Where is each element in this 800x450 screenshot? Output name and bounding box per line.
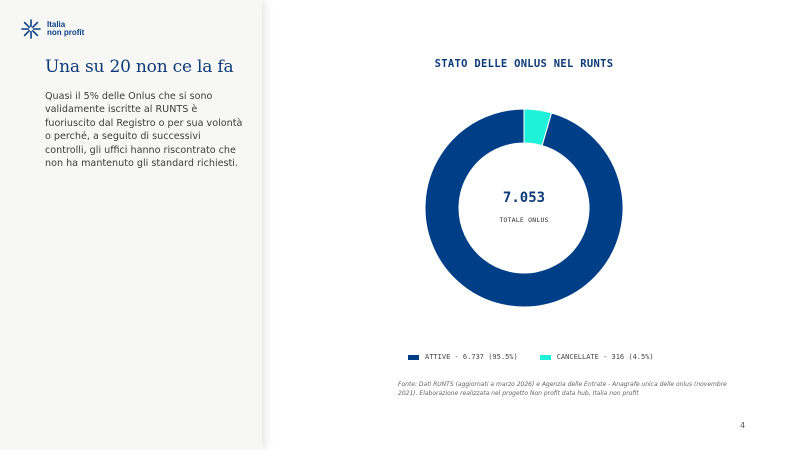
legend-label-attive: ATTIVE - 6.737 (95.5%) [425, 353, 518, 361]
legend-swatch-cancellate [539, 354, 551, 360]
chart-title: STATO DELLE ONLUS NEL RUNTS [434, 58, 614, 70]
legend-item-cancellate: CANCELLATE - 316 (4.5%) [539, 353, 654, 361]
chart-legend: ATTIVE - 6.737 (95.5%) CANCELLATE - 316 … [408, 353, 676, 361]
donut-chart [424, 108, 624, 308]
logo-line2: non profit [47, 28, 85, 37]
logo[interactable]: Italia non profit [20, 18, 84, 40]
left-panel: Italia non profit Una su 20 non ce la fa… [0, 0, 262, 450]
logo-text: Italia non profit [47, 21, 84, 37]
slide-title: Una su 20 non ce la fa [45, 57, 234, 77]
asterisk-star-icon [21, 19, 41, 39]
legend-swatch-attive [408, 354, 419, 360]
center-label: TOTALE ONLUS [499, 216, 549, 224]
logo-line1: Italia [47, 20, 66, 29]
source-note: Fonte: Dati RUNTS (aggiornati a marzo 20… [398, 381, 727, 397]
donut-slice-cancellate [523, 108, 553, 147]
donut-slice-attive [424, 108, 624, 308]
slide-body: Quasi il 5% delle Onlus che si sono vali… [45, 91, 243, 170]
legend-item-attive: ATTIVE - 6.737 (95.5%) [408, 353, 518, 361]
legend-label-cancellate: CANCELLATE - 316 (4.5%) [556, 353, 654, 361]
center-value: 7.053 [502, 190, 546, 206]
page-number: 4 [740, 421, 746, 430]
